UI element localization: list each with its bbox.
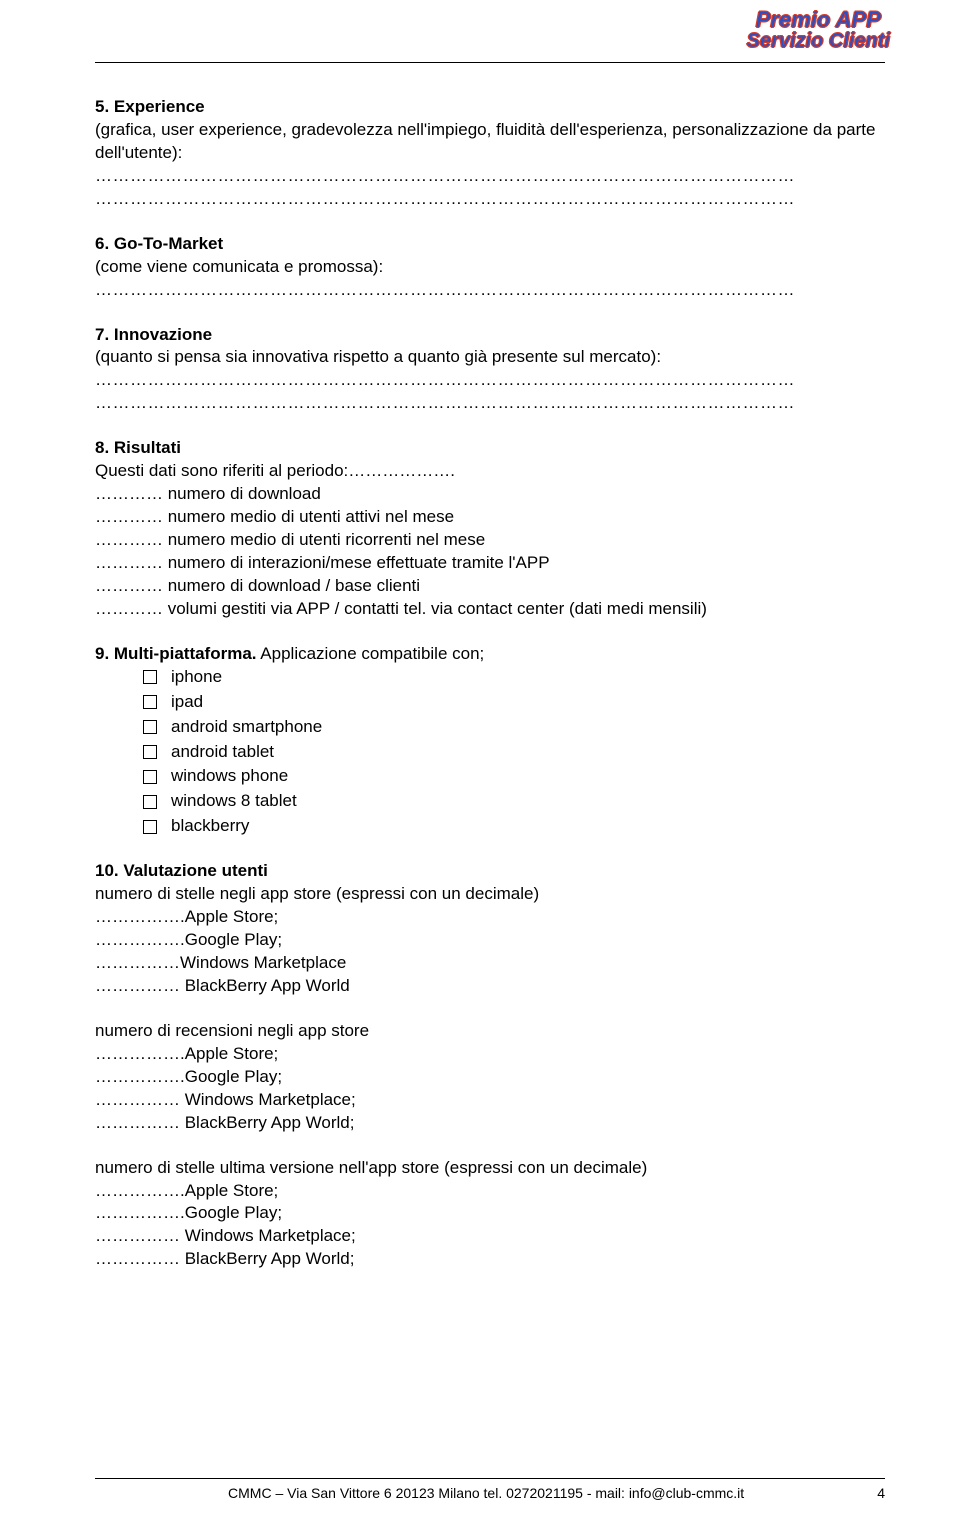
header-rule (95, 62, 885, 63)
section-9-heading-row: 9. Multi-piattaforma. Applicazione compa… (95, 643, 885, 666)
store-line: …………….Google Play; (95, 1202, 885, 1225)
result-line: ………… numero di download / base clienti (95, 575, 885, 598)
platform-option: windows 8 tablet (143, 790, 885, 813)
page-number: 4 (877, 1485, 885, 1501)
checkbox-icon[interactable] (143, 770, 157, 784)
store-line: …………….Apple Store; (95, 1043, 885, 1066)
blank-line: ………………………………………………………………………………………………………… (95, 369, 885, 392)
result-line: ………… numero medio di utenti ricorrenti n… (95, 529, 885, 552)
section-10-heading: 10. Valutazione utenti (95, 860, 885, 883)
store-line: …………….Apple Store; (95, 906, 885, 929)
store-line: …………… BlackBerry App World (95, 975, 885, 998)
option-label: windows 8 tablet (171, 790, 297, 813)
result-line: ………… numero di interazioni/mese effettua… (95, 552, 885, 575)
platform-option: windows phone (143, 765, 885, 788)
result-line: ………… volumi gestiti via APP / contatti t… (95, 598, 885, 621)
section-6: 6. Go-To-Market (come viene comunicata e… (95, 233, 885, 302)
logo-line1: Premio APP (747, 8, 890, 31)
option-label: android tablet (171, 741, 274, 764)
result-line: ………… numero medio di utenti attivi nel m… (95, 506, 885, 529)
group-2-title: numero di recensioni negli app store (95, 1020, 885, 1043)
checkbox-icon[interactable] (143, 670, 157, 684)
store-line: …………… BlackBerry App World; (95, 1112, 885, 1135)
footer-text: CMMC – Via San Vittore 6 20123 Milano te… (95, 1485, 877, 1501)
section-7-desc: (quanto si pensa sia innovativa rispetto… (95, 346, 885, 369)
blank-line: ………………………………………………………………………………………………………… (95, 279, 885, 302)
section-8-intro: Questi dati sono riferiti al periodo:………… (95, 460, 885, 483)
logo: Premio APP Servizio Clienti (747, 8, 890, 52)
footer-rule (95, 1478, 885, 1479)
group-3-title: numero di stelle ultima versione nell'ap… (95, 1157, 885, 1180)
option-label: iphone (171, 666, 222, 689)
section-9: 9. Multi-piattaforma. Applicazione compa… (95, 643, 885, 839)
section-6-heading: 6. Go-To-Market (95, 233, 885, 256)
platform-option: blackberry (143, 815, 885, 838)
group-1-title: numero di stelle negli app store (espres… (95, 883, 885, 906)
footer: CMMC – Via San Vittore 6 20123 Milano te… (95, 1485, 885, 1501)
section-5-heading: 5. Experience (95, 96, 885, 119)
section-5: 5. Experience (grafica, user experience,… (95, 96, 885, 211)
option-label: ipad (171, 691, 203, 714)
result-line: ………… numero di download (95, 483, 885, 506)
store-line: …………… Windows Marketplace; (95, 1089, 885, 1112)
store-line: …………….Apple Store; (95, 1180, 885, 1203)
checkbox-icon[interactable] (143, 820, 157, 834)
option-label: blackberry (171, 815, 249, 838)
option-label: windows phone (171, 765, 288, 788)
section-6-desc: (come viene comunicata e promossa): (95, 256, 885, 279)
platform-option: android smartphone (143, 716, 885, 739)
platform-option: iphone (143, 666, 885, 689)
store-line: …………….Google Play; (95, 1066, 885, 1089)
logo-line2: Servizio Clienti (747, 31, 890, 52)
section-10: 10. Valutazione utenti numero di stelle … (95, 860, 885, 1271)
section-5-desc: (grafica, user experience, gradevolezza … (95, 119, 885, 165)
section-9-heading: 9. Multi-piattaforma. (95, 644, 257, 663)
checkbox-icon[interactable] (143, 695, 157, 709)
checkbox-icon[interactable] (143, 720, 157, 734)
store-line: ……………Windows Marketplace (95, 952, 885, 975)
platform-option: android tablet (143, 741, 885, 764)
blank-line: ………………………………………………………………………………………………………… (95, 165, 885, 188)
platform-option: ipad (143, 691, 885, 714)
section-7-heading: 7. Innovazione (95, 324, 885, 347)
checkbox-icon[interactable] (143, 745, 157, 759)
blank-line: ………………………………………………………………………………………………………… (95, 188, 885, 211)
store-line: …………… Windows Marketplace; (95, 1225, 885, 1248)
blank-line: ………………………………………………………………………………………………………… (95, 392, 885, 415)
section-8-heading: 8. Risultati (95, 437, 885, 460)
store-line: …………… BlackBerry App World; (95, 1248, 885, 1271)
option-label: android smartphone (171, 716, 322, 739)
section-9-suffix: Applicazione compatibile con; (257, 644, 485, 663)
document-body: 5. Experience (grafica, user experience,… (95, 96, 885, 1293)
checkbox-icon[interactable] (143, 795, 157, 809)
section-7: 7. Innovazione (quanto si pensa sia inno… (95, 324, 885, 416)
section-8: 8. Risultati Questi dati sono riferiti a… (95, 437, 885, 621)
store-line: …………….Google Play; (95, 929, 885, 952)
